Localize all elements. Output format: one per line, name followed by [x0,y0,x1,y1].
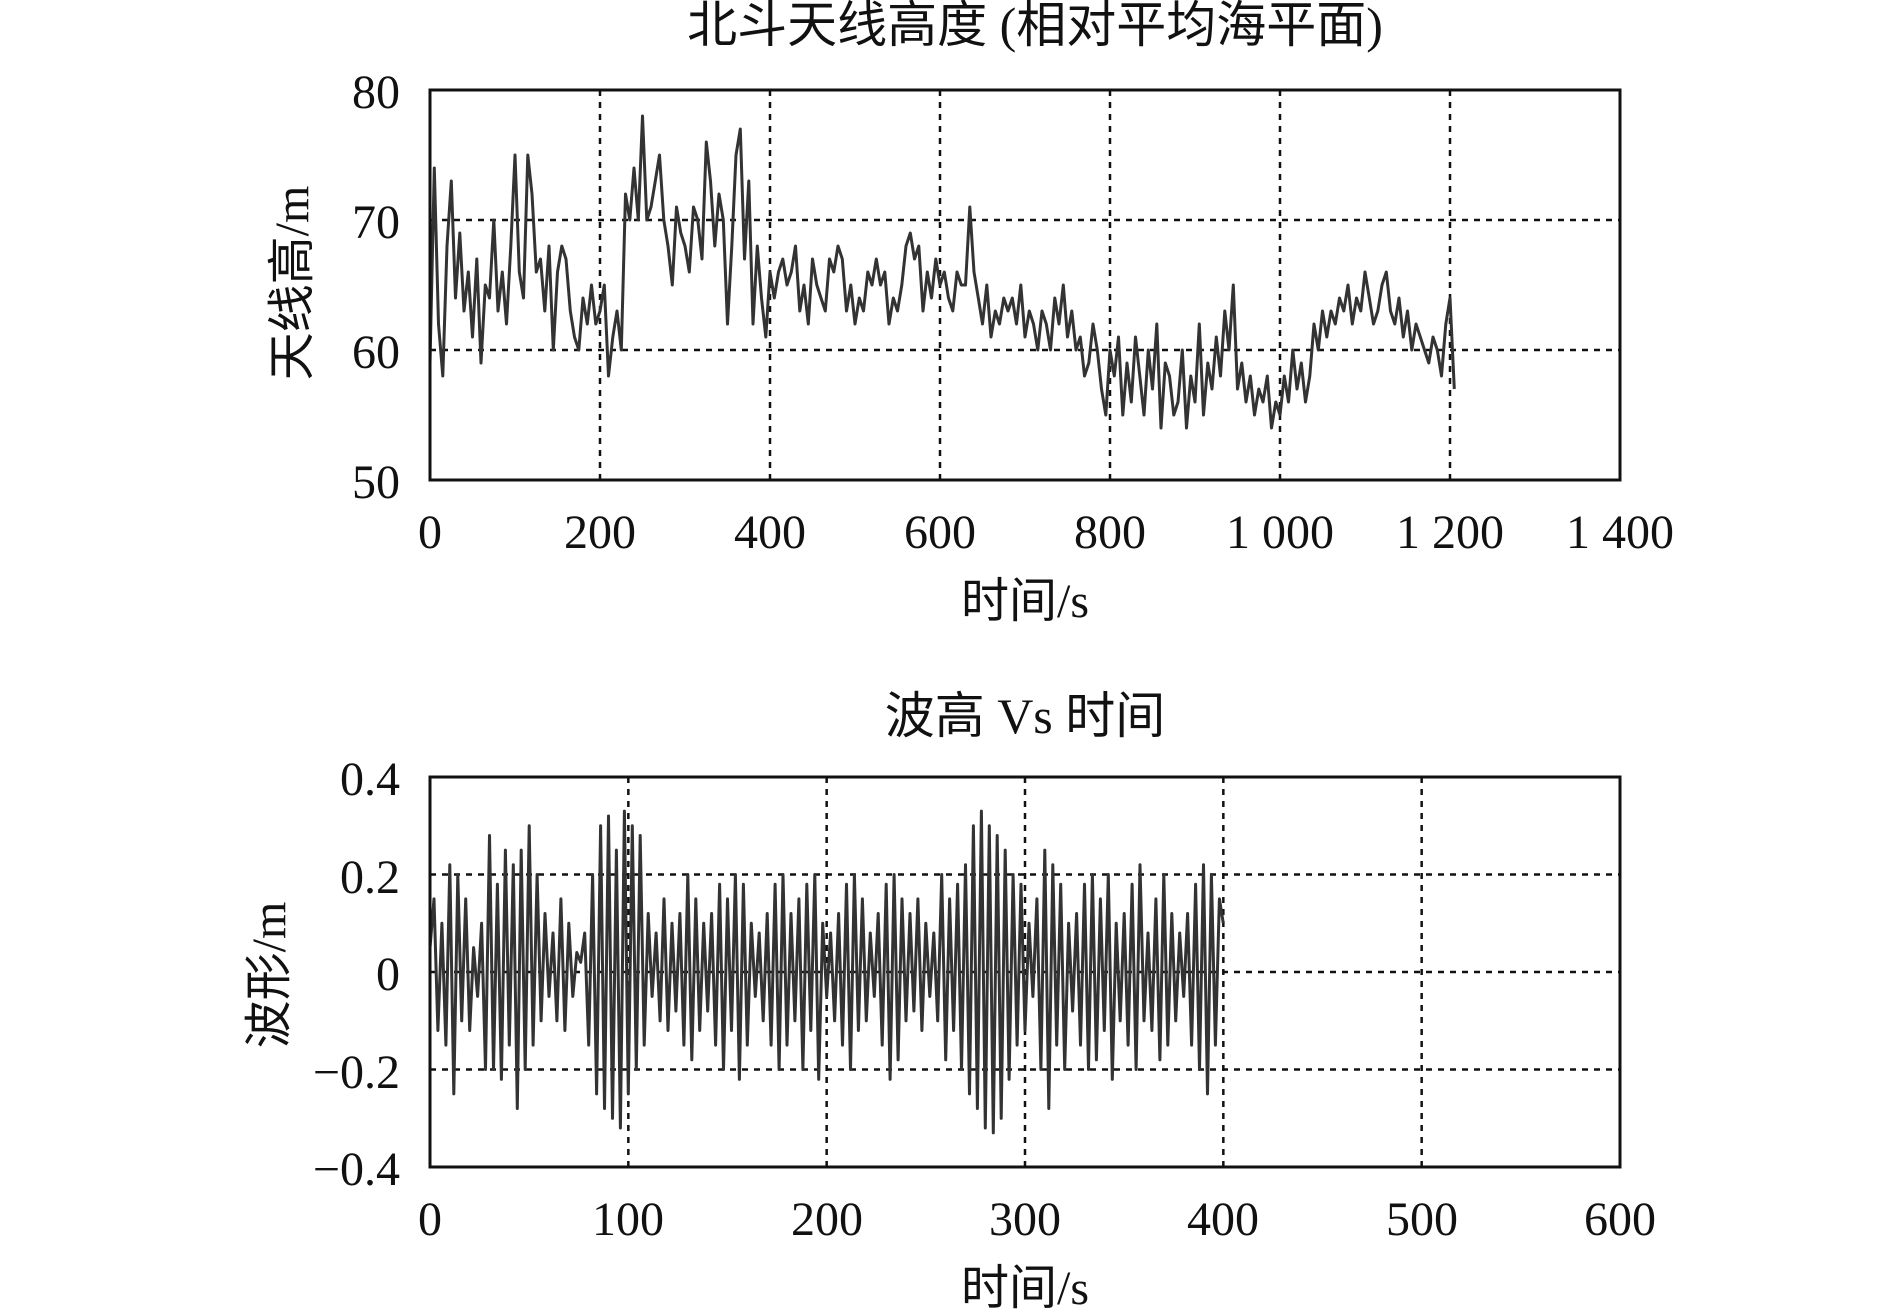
y-tick-label: 80 [352,66,400,119]
chart-antenna-height: 北斗天线高度 (相对平均海平面) 天线高/m 时间/s 0 200 400 60… [266,0,1674,628]
chart-title: 北斗天线高度 (相对平均海平面) [687,0,1383,53]
x-tick-label: 0 [418,1193,442,1246]
y-tick-label: 50 [352,456,400,509]
y-tick-label: 0 [376,948,400,1001]
y-tick-labels: −0.4 −0.2 0 0.2 0.4 [313,753,400,1196]
series-line [428,114,1456,430]
x-tick-label: 800 [1074,506,1146,559]
x-tick-label: 0 [418,506,442,559]
x-tick-labels: 0 200 400 600 800 1 000 1 200 1 400 [418,506,1674,559]
chart-wave-height: 波高 Vs 时间 波形/m 时间/s 0 100 200 300 400 500… [243,688,1656,1309]
x-tick-label: 400 [734,506,806,559]
y-axis-label: 天线高/m [266,186,319,381]
y-tick-labels: 50 60 70 80 [352,66,400,509]
x-tick-label: 400 [1187,1193,1259,1246]
y-tick-label: 60 [352,326,400,379]
x-tick-label: 1 200 [1396,506,1504,559]
y-tick-label: 70 [352,196,400,249]
plot-frame [428,775,1622,1169]
x-tick-label: 500 [1386,1193,1458,1246]
series-line [428,809,1225,1135]
y-tick-label: 0.4 [340,753,400,806]
chart-title: 波高 Vs 时间 [885,688,1166,744]
x-tick-label: 1 400 [1566,506,1674,559]
x-tick-label: 600 [904,506,976,559]
series-line-group [428,114,1456,430]
x-tick-label: 300 [989,1193,1061,1246]
y-axis-label: 波形/m [243,902,296,1049]
x-tick-labels: 0 100 200 300 400 500 600 [418,1193,1656,1246]
series-line-group [428,809,1225,1135]
y-tick-label: 0.2 [340,851,400,904]
x-tick-label: 1 000 [1226,506,1334,559]
x-tick-label: 600 [1584,1193,1656,1246]
y-tick-label: −0.2 [313,1046,400,1099]
grid-lines [430,90,1620,480]
x-axis-label: 时间/s [961,1262,1089,1309]
plot-frame [428,88,1622,482]
grid-lines [430,777,1620,1167]
x-axis-label: 时间/s [961,575,1089,628]
y-tick-label: −0.4 [313,1143,400,1196]
x-tick-label: 200 [564,506,636,559]
x-tick-label: 200 [791,1193,863,1246]
x-tick-label: 100 [592,1193,664,1246]
